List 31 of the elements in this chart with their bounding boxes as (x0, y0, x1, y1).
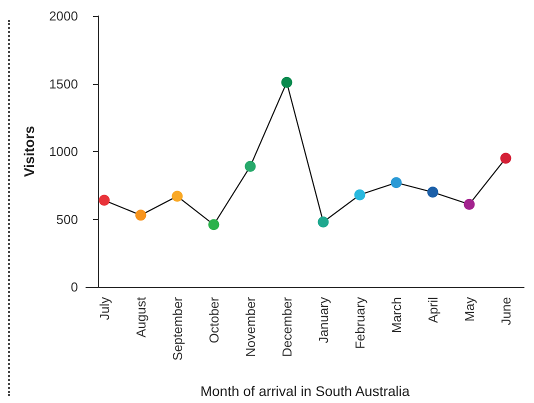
x-tick-label: July (96, 296, 112, 320)
x-tick-label: May (462, 296, 477, 322)
y-tick-label: 1000 (49, 144, 78, 159)
point (244, 160, 256, 172)
x-tick-label: December (279, 296, 294, 357)
point (135, 210, 146, 221)
point (172, 190, 183, 202)
x-tick-label: November (242, 296, 258, 357)
x-tick-label: March (388, 297, 404, 334)
y-axis-title: Visitors (21, 126, 37, 178)
x-tick-label: June (498, 297, 514, 326)
x-tick-label: August (133, 296, 148, 338)
x-axis-title: Month of arrival in South Australia (200, 383, 410, 399)
x-tick-label: January (316, 296, 331, 344)
point (208, 219, 220, 230)
point (390, 177, 402, 188)
point (98, 194, 110, 206)
y-tick-label: 1500 (49, 76, 78, 92)
y-tick-label: 0 (70, 280, 78, 294)
point (427, 186, 438, 198)
point (318, 216, 329, 228)
x-tick-label: February (352, 296, 368, 350)
x-tick-label: September (170, 296, 185, 361)
point (354, 189, 366, 200)
point (464, 198, 475, 210)
y-tick-label: 500 (56, 212, 78, 227)
point (281, 76, 292, 88)
y-tick-label: 2000 (49, 8, 78, 24)
x-tick-label: October (206, 296, 222, 344)
point (500, 152, 512, 164)
x-tick-label: April (425, 296, 440, 324)
